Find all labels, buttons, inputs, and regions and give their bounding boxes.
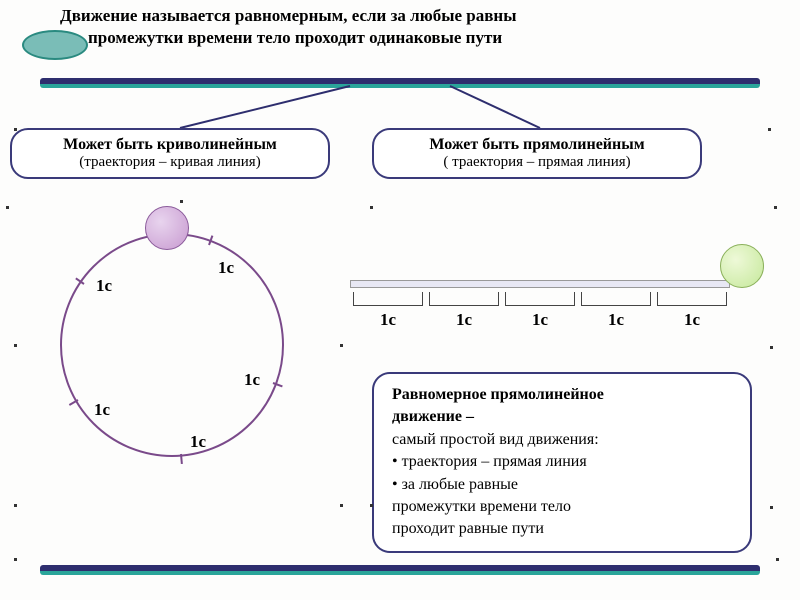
decorative-dot — [14, 558, 17, 561]
rectilinear-title: Может быть прямолинейным — [384, 136, 690, 154]
summary-line: • траектория – прямая линия — [392, 451, 732, 473]
track-segment-bracket — [429, 292, 499, 306]
orbit-time-label: 1с — [94, 400, 110, 420]
track-segment-bracket — [505, 292, 575, 306]
decorative-dot — [774, 206, 777, 209]
summary-line: самый простой вид движения: — [392, 429, 732, 451]
rectilinear-box: Может быть прямолинейным ( траектория – … — [372, 128, 702, 179]
track-segment-bracket — [353, 292, 423, 306]
decorative-dot — [770, 506, 773, 509]
decorative-dot — [14, 504, 17, 507]
orbit-time-label: 1с — [190, 432, 206, 452]
decorative-dot — [776, 558, 779, 561]
rectilinear-sub: ( траектория – прямая линия) — [384, 154, 690, 171]
track-segment-bracket — [657, 292, 727, 306]
summary-line: • за любые равные — [392, 474, 732, 496]
decorative-dot — [180, 200, 183, 203]
track-time-label: 1с — [426, 310, 502, 330]
summary-line: движение – — [392, 406, 732, 428]
bottom-divider-bar — [40, 565, 760, 575]
track-time-label: 1с — [502, 310, 578, 330]
summary-line: Равномерное прямолинейное — [392, 384, 732, 406]
title-line1: Движение называется равномерным, если за… — [60, 6, 516, 26]
green-ball-icon — [720, 244, 764, 288]
decorative-dot — [340, 344, 343, 347]
orbit-time-label: 1с — [244, 370, 260, 390]
title-disc-icon — [22, 30, 88, 60]
linear-trajectory — [350, 280, 730, 288]
summary-box: Равномерное прямолинейноедвижение – самы… — [372, 372, 752, 553]
purple-ball-icon — [145, 206, 189, 250]
summary-line: проходит равные пути — [392, 518, 732, 540]
summary-line: промежутки времени тело — [392, 496, 732, 518]
track-time-label: 1с — [578, 310, 654, 330]
track-segment-bracket — [581, 292, 651, 306]
orbit-time-label: 1с — [96, 276, 112, 296]
track-time-label: 1с — [350, 310, 426, 330]
curvilinear-box: Может быть криволинейным (траектория – к… — [10, 128, 330, 179]
curvilinear-title: Может быть криволинейным — [22, 136, 318, 154]
decorative-dot — [370, 504, 373, 507]
track-time-label: 1с — [654, 310, 730, 330]
decorative-dot — [340, 504, 343, 507]
decorative-dot — [6, 206, 9, 209]
circular-trajectory — [60, 233, 284, 457]
decorative-dot — [768, 128, 771, 131]
title-line2: промежутки времени тело проходит одинако… — [88, 28, 502, 48]
decorative-dot — [14, 344, 17, 347]
decorative-dot — [370, 206, 373, 209]
decorative-dot — [770, 346, 773, 349]
decorative-dot — [14, 128, 17, 131]
curvilinear-sub: (траектория – кривая линия) — [22, 154, 318, 171]
orbit-time-label: 1с — [218, 258, 234, 278]
